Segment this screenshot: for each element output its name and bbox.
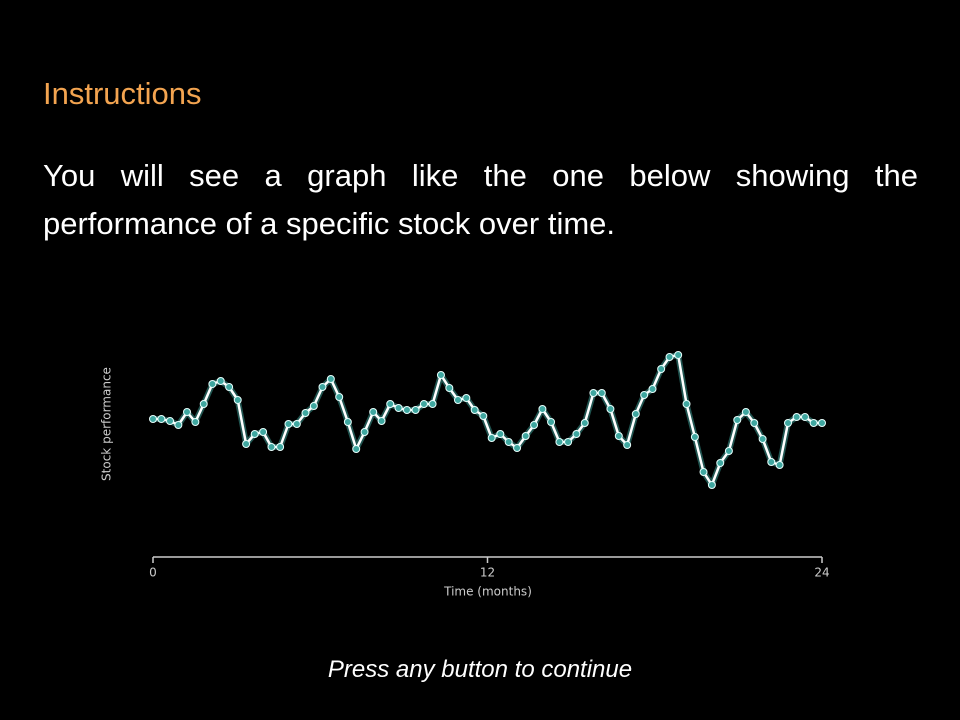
data-point <box>225 383 234 391</box>
data-point <box>149 415 157 423</box>
data-point <box>530 421 539 429</box>
data-point <box>301 409 310 417</box>
data-point <box>724 447 733 455</box>
data-point <box>640 391 649 399</box>
data-point <box>707 481 716 489</box>
data-point <box>199 400 208 408</box>
y-axis-label: Stock performance <box>100 367 114 481</box>
continue-prompt: Press any button to continue <box>327 656 633 683</box>
data-point <box>589 389 598 397</box>
data-point <box>216 377 225 385</box>
data-point <box>665 353 674 361</box>
data-point <box>733 416 742 424</box>
data-point <box>318 383 327 391</box>
data-point <box>402 406 411 414</box>
data-point <box>792 413 801 421</box>
data-point <box>419 400 428 408</box>
data-point <box>674 351 683 359</box>
data-point <box>597 389 606 397</box>
data-point <box>809 419 818 427</box>
x-tick-label: 0 <box>149 566 157 580</box>
data-point <box>445 384 454 392</box>
data-point <box>292 420 301 428</box>
data-point <box>800 413 809 421</box>
data-point <box>555 438 564 446</box>
data-point <box>682 400 691 408</box>
chart: Time (months) Stock performance 0 12 24 <box>100 351 830 599</box>
data-point <box>818 419 826 427</box>
data-point <box>183 408 192 416</box>
data-point <box>580 419 589 427</box>
data-point <box>479 412 488 420</box>
data-point <box>496 430 505 438</box>
data-point <box>775 461 784 469</box>
data-point <box>513 444 522 452</box>
data-point <box>657 365 666 373</box>
data-point <box>259 428 268 436</box>
data-point <box>767 458 776 466</box>
data-point <box>487 434 496 442</box>
data-point <box>386 400 395 408</box>
data-point <box>758 435 767 443</box>
data-point <box>648 385 657 393</box>
data-point <box>267 443 276 451</box>
x-axis-label: Time (months) <box>443 585 532 599</box>
data-point <box>521 432 530 440</box>
data-point <box>470 406 479 414</box>
data-point <box>428 400 437 408</box>
data-point <box>436 371 445 379</box>
data-point <box>360 428 369 436</box>
data-point <box>453 396 462 404</box>
x-tick-label: 12 <box>480 566 495 580</box>
data-point <box>309 402 318 410</box>
data-point <box>750 419 759 427</box>
data-point <box>699 468 708 476</box>
data-point <box>538 405 547 413</box>
data-point <box>369 408 378 416</box>
data-point <box>377 417 386 425</box>
data-point <box>631 410 640 418</box>
data-point <box>276 443 285 451</box>
data-point <box>284 420 293 428</box>
data-point <box>504 438 513 446</box>
data-point <box>783 419 792 427</box>
data-point <box>242 440 251 448</box>
instructions-text: You will see a graph like the one below … <box>43 158 918 241</box>
data-point <box>572 430 581 438</box>
data-point <box>174 421 183 429</box>
data-point <box>335 393 344 401</box>
data-point <box>352 445 361 453</box>
x-tick-label: 24 <box>814 566 829 580</box>
data-point <box>166 417 175 425</box>
data-point <box>741 408 750 416</box>
data-point <box>614 432 623 440</box>
data-point <box>233 396 242 404</box>
data-point <box>623 441 632 449</box>
data-point <box>547 418 556 426</box>
data-point <box>343 418 352 426</box>
title: Instructions <box>43 76 202 111</box>
data-point <box>394 404 403 412</box>
data-point <box>157 415 166 423</box>
data-point <box>208 380 217 388</box>
data-point <box>326 375 335 383</box>
data-point <box>191 418 200 426</box>
data-point <box>250 430 259 438</box>
data-point <box>606 405 615 413</box>
data-point <box>716 459 725 467</box>
data-point <box>411 406 420 414</box>
data-point <box>564 438 573 446</box>
data-point <box>690 433 699 441</box>
data-point <box>462 394 471 402</box>
